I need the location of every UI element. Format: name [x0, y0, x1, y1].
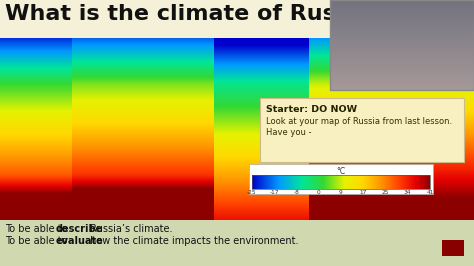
Text: evaluate: evaluate: [56, 236, 104, 246]
FancyBboxPatch shape: [0, 38, 474, 220]
Text: describe: describe: [56, 224, 103, 234]
Text: 17: 17: [360, 190, 367, 196]
Text: Look at your map of Russia from last lesson.: Look at your map of Russia from last les…: [266, 117, 452, 126]
Text: -17: -17: [270, 190, 279, 196]
Text: °C: °C: [337, 167, 346, 176]
FancyBboxPatch shape: [0, 0, 474, 38]
Text: -25: -25: [247, 190, 257, 196]
Text: 9: 9: [339, 190, 343, 196]
FancyBboxPatch shape: [260, 98, 464, 162]
Text: how the climate impacts the environment.: how the climate impacts the environment.: [87, 236, 298, 246]
Text: 41: 41: [426, 190, 434, 196]
FancyBboxPatch shape: [249, 164, 433, 194]
FancyBboxPatch shape: [442, 240, 464, 256]
Text: To be able to: To be able to: [5, 236, 71, 246]
Text: Have you -: Have you -: [266, 128, 311, 137]
Text: Starter: DO NOW: Starter: DO NOW: [266, 105, 357, 114]
FancyBboxPatch shape: [0, 220, 474, 266]
Text: -8: -8: [293, 190, 300, 196]
Text: 25: 25: [382, 190, 389, 196]
Text: What is the climate of Russia?: What is the climate of Russia?: [5, 4, 384, 24]
Text: To be able to: To be able to: [5, 224, 71, 234]
Text: Russia’s climate.: Russia’s climate.: [87, 224, 172, 234]
Text: 0: 0: [317, 190, 320, 196]
Text: 34: 34: [404, 190, 411, 196]
